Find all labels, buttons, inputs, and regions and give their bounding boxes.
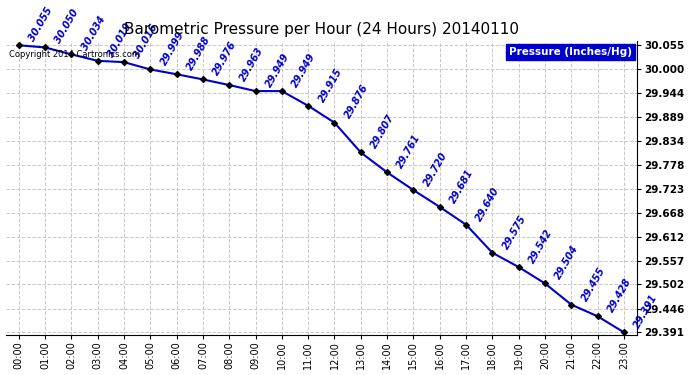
Text: 29.455: 29.455 [580,265,607,303]
Text: 29.681: 29.681 [448,167,475,205]
Text: 30.019: 30.019 [106,21,133,58]
Text: 29.999: 29.999 [159,30,186,68]
Text: 29.504: 29.504 [553,244,581,281]
Text: 29.949: 29.949 [290,51,317,89]
Text: 29.915: 29.915 [317,66,344,104]
Text: 29.807: 29.807 [369,113,397,150]
Text: 29.949: 29.949 [264,51,291,89]
Text: 29.761: 29.761 [395,133,423,170]
Text: 29.391: 29.391 [632,293,660,330]
Text: Pressure (Inches/Hg): Pressure (Inches/Hg) [509,47,632,57]
Title: Barometric Pressure per Hour (24 Hours) 20140110: Barometric Pressure per Hour (24 Hours) … [124,22,519,37]
Text: 30.034: 30.034 [79,15,107,52]
Text: 29.876: 29.876 [343,83,371,120]
Text: 29.988: 29.988 [185,34,213,72]
Text: 29.640: 29.640 [475,185,502,222]
Text: 30.050: 30.050 [53,8,81,45]
Text: 29.575: 29.575 [501,213,528,250]
Text: 29.542: 29.542 [527,227,555,265]
Text: Copyright 2014 Cartronics.com: Copyright 2014 Cartronics.com [9,50,139,59]
Text: 29.428: 29.428 [606,277,633,314]
Text: 30.055: 30.055 [27,6,55,43]
Text: 29.976: 29.976 [211,40,239,77]
Text: 30.016: 30.016 [132,22,159,60]
Text: 29.963: 29.963 [237,45,265,83]
Text: 29.720: 29.720 [422,150,449,188]
